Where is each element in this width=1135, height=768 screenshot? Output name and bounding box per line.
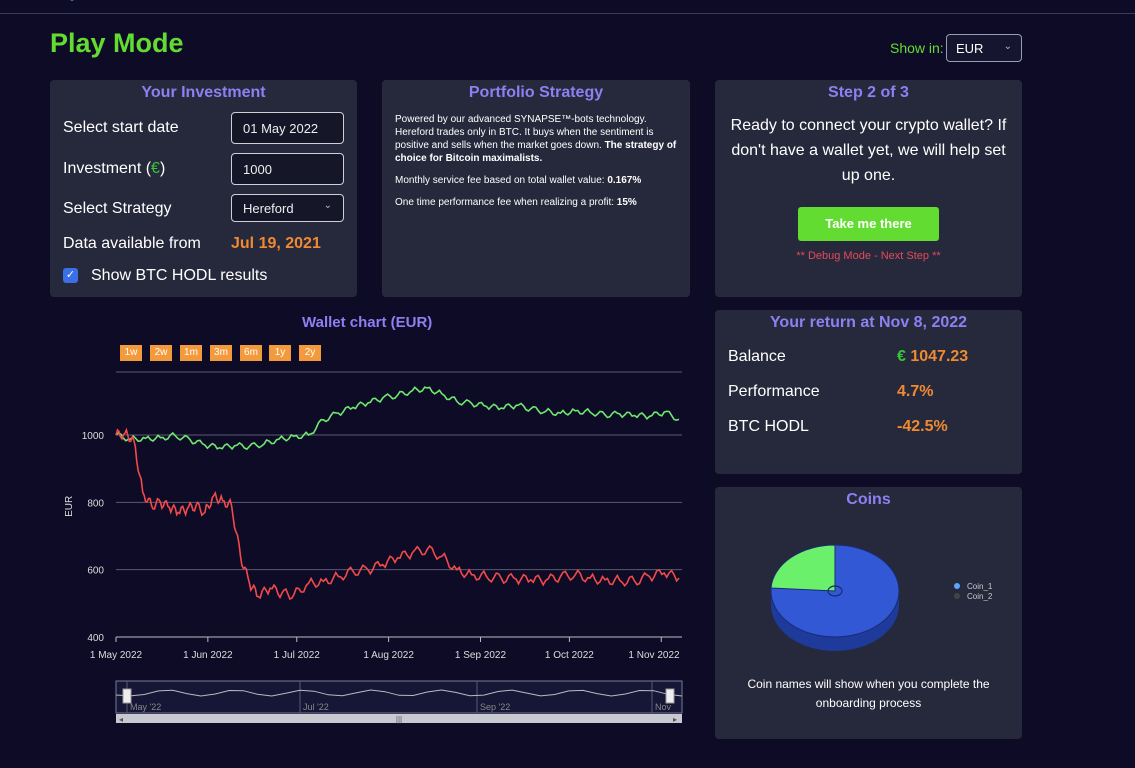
- range-button-2y[interactable]: 2y: [299, 345, 321, 361]
- legend-marker-coin-1: [954, 583, 960, 589]
- navigator-line: [115, 689, 683, 697]
- investment-amount-value: 1000: [243, 162, 272, 177]
- navigator-scrollbar[interactable]: [116, 714, 682, 723]
- x-tick-label: 1 Oct 2022: [545, 650, 594, 661]
- balance-label: Balance: [728, 348, 786, 365]
- start-date-label: Select start date: [63, 119, 179, 136]
- strategy-description: Powered by our advanced SYNAPSE™-bots te…: [395, 114, 677, 208]
- x-tick-label: 1 Jul 2022: [274, 650, 321, 661]
- return-panel: Your return at Nov 8, 2022 Balance € 104…: [715, 310, 1022, 474]
- investment-label: Investment (€): [63, 160, 166, 177]
- x-tick-label: 1 May 2022: [90, 650, 143, 661]
- legend-coin-1: Coin_1: [967, 582, 993, 591]
- strategy-value: Hereford: [243, 201, 294, 216]
- navigator-label: Sep '22: [480, 702, 510, 712]
- navigator-handle-right[interactable]: [665, 688, 675, 704]
- y-tick-label: 400: [87, 633, 104, 644]
- balance-value: € 1047.23: [897, 348, 969, 365]
- chevron-down-icon: ⌄: [1003, 41, 1012, 52]
- btc-hodl-value: -42.5%: [897, 418, 948, 435]
- return-title: Your return at Nov 8, 2022: [769, 314, 968, 331]
- performance-label: Performance: [728, 383, 820, 400]
- strategy-panel: Portfolio Strategy Powered by our advanc…: [382, 80, 690, 297]
- investment-panel: Your Investment Select start date 01 May…: [50, 80, 357, 297]
- series-line-2: [115, 427, 680, 601]
- scroll-grip-icon: |||: [396, 715, 402, 724]
- step-panel: Step 2 of 3 Ready to connect your crypto…: [715, 80, 1022, 297]
- y-tick-label: 1000: [82, 431, 105, 442]
- coin-2-slice: [770, 544, 836, 592]
- x-tick-label: 1 Aug 2022: [363, 650, 414, 661]
- data-available-label: Data available from: [63, 235, 201, 252]
- series-line-1: [115, 386, 680, 451]
- navigator-frame: [115, 680, 683, 714]
- page-title: Play Mode: [50, 28, 184, 58]
- debug-next-step-link[interactable]: ** Debug Mode - Next Step **: [796, 250, 941, 262]
- navigator-label: May '22: [130, 702, 161, 712]
- strategy-select[interactable]: Hereford ⌄: [231, 194, 344, 222]
- step-text: Ready to connect your crypto wallet? If …: [730, 117, 1007, 184]
- coins-panel: Coins Coin_1 Coin_2 Coin names will show…: [715, 487, 1022, 739]
- investment-amount-input[interactable]: 1000: [231, 153, 344, 185]
- range-button-1w[interactable]: 1w: [120, 345, 142, 361]
- range-button-3m[interactable]: 3m: [210, 345, 232, 361]
- legend-coin-2: Coin_2: [967, 592, 993, 601]
- y-axis-label: EUR: [64, 496, 75, 517]
- performance-value: 4.7%: [897, 383, 934, 400]
- navigator-label: Nov: [655, 702, 672, 712]
- chevron-down-icon: ⌄: [323, 200, 332, 211]
- strategy-label: Select Strategy: [63, 200, 172, 217]
- scroll-left-arrow-icon[interactable]: ◂: [119, 715, 123, 724]
- currency-select[interactable]: EUR ⌄: [946, 34, 1022, 62]
- logo-icon: [70, 0, 74, 2]
- navigator-label: Jul '22: [303, 702, 329, 712]
- show-in-label: Show in:: [890, 40, 944, 56]
- x-tick-label: 1 Nov 2022: [628, 650, 680, 661]
- currency-value: EUR: [956, 41, 984, 56]
- scroll-right-arrow-icon[interactable]: ▸: [673, 715, 677, 724]
- x-tick-label: 1 Jun 2022: [183, 650, 233, 661]
- btc-hodl-label: BTC HODL: [728, 418, 809, 435]
- range-button-1y[interactable]: 1y: [269, 345, 291, 361]
- top-nav-bar: [0, 0, 1135, 14]
- data-available-value: Jul 19, 2021: [231, 235, 321, 252]
- y-tick-label: 800: [87, 498, 104, 509]
- chart-title: Wallet chart (EUR): [302, 314, 433, 331]
- coins-title: Coins: [846, 491, 891, 508]
- range-button-2w[interactable]: 2w: [150, 345, 172, 361]
- coins-note: Coin names will show when you complete t…: [747, 677, 990, 710]
- navigator-handle-left[interactable]: [122, 688, 132, 704]
- step-title: Step 2 of 3: [828, 84, 909, 101]
- start-date-value: 01 May 2022: [243, 121, 319, 136]
- range-button-1m[interactable]: 1m: [180, 345, 202, 361]
- y-tick-label: 600: [87, 566, 104, 577]
- pie-center-marker: [827, 585, 843, 597]
- x-tick-label: 1 Sep 2022: [455, 650, 507, 661]
- legend-marker-coin-2: [954, 593, 960, 599]
- strategy-title: Portfolio Strategy: [468, 84, 604, 101]
- hodl-checkbox[interactable]: ✓: [63, 268, 78, 283]
- hodl-label: Show BTC HODL results: [91, 267, 268, 284]
- investment-title: Your Investment: [141, 84, 266, 101]
- checkmark-icon: ✓: [65, 269, 76, 281]
- start-date-input[interactable]: 01 May 2022: [231, 112, 344, 144]
- take-me-there-button[interactable]: Take me there: [798, 207, 939, 241]
- coins-pie-chart: Coin_1 Coin_2: [770, 544, 993, 651]
- wallet-chart[interactable]: 400 600 800 1000 EUR 1 May 2022 1 Jun 2022 1 Ju…: [50, 360, 700, 730]
- range-button-6m[interactable]: 6m: [240, 345, 262, 361]
